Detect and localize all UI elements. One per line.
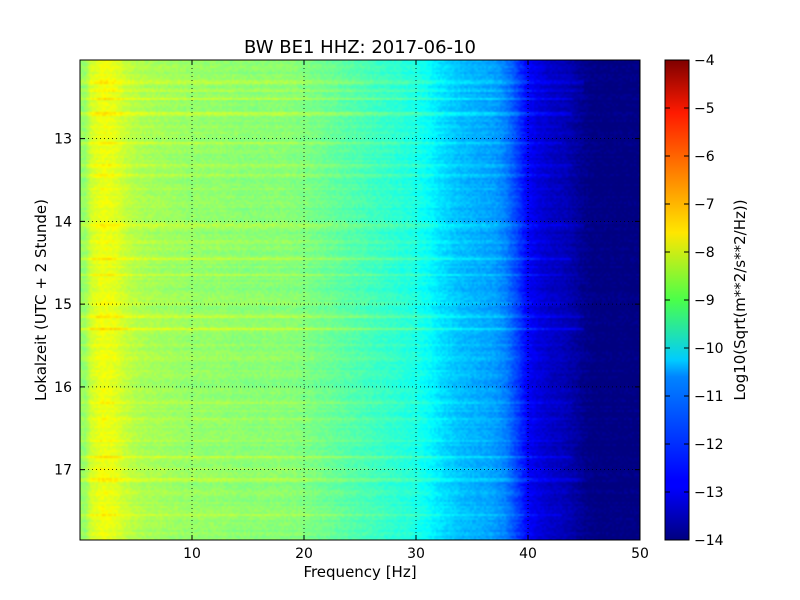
colorbar-tick-label: −10 bbox=[694, 341, 724, 357]
colorbar-tick-label: −9 bbox=[694, 293, 715, 309]
y-axis-label: Lokalzeit (UTC + 2 Stunde) bbox=[32, 199, 50, 401]
y-tick-label: 17 bbox=[54, 463, 72, 479]
plot-frame bbox=[79, 59, 641, 541]
x-axis-label: Frequency [Hz] bbox=[303, 563, 416, 581]
y-tick-label: 13 bbox=[54, 132, 72, 148]
x-tick-label: 50 bbox=[631, 546, 649, 562]
x-tick-label: 10 bbox=[183, 546, 201, 562]
colorbar-label: Log10(Sqrt(m**2/s**2/Hz)) bbox=[731, 199, 749, 400]
chart-title: BW BE1 HHZ: 2017-06-10 bbox=[244, 37, 476, 58]
colorbar-ticks: −4 −5 −6 −7 −8 −9 −10 −11 −12 −13 −14 bbox=[665, 53, 724, 549]
colorbar-tick-label: −12 bbox=[694, 437, 724, 453]
x-tick-label: 30 bbox=[407, 546, 425, 562]
grid-lines bbox=[80, 60, 640, 540]
y-tick-label: 16 bbox=[54, 380, 72, 396]
colorbar-tick-label: −5 bbox=[694, 101, 715, 117]
x-axis: 10 20 30 40 50 bbox=[183, 60, 649, 562]
y-tick-label: 14 bbox=[54, 214, 72, 230]
colorbar-tick-label: −8 bbox=[694, 245, 715, 261]
x-tick-label: 40 bbox=[519, 546, 537, 562]
colorbar-tick-label: −11 bbox=[694, 389, 724, 405]
y-axis: 13 14 15 16 17 bbox=[54, 132, 640, 479]
spectrogram-heatmap bbox=[80, 60, 640, 540]
y-tick-label: 15 bbox=[54, 297, 72, 313]
colorbar-tick-label: −4 bbox=[694, 53, 715, 69]
colorbar-tick-label: −14 bbox=[694, 533, 724, 549]
heatmap-raster bbox=[80, 60, 640, 540]
x-tick-label: 20 bbox=[295, 546, 313, 562]
colorbar-tick-label: −7 bbox=[694, 197, 715, 213]
colorbar-tick-label: −6 bbox=[694, 149, 715, 165]
colorbar-tick-label: −13 bbox=[694, 485, 724, 501]
